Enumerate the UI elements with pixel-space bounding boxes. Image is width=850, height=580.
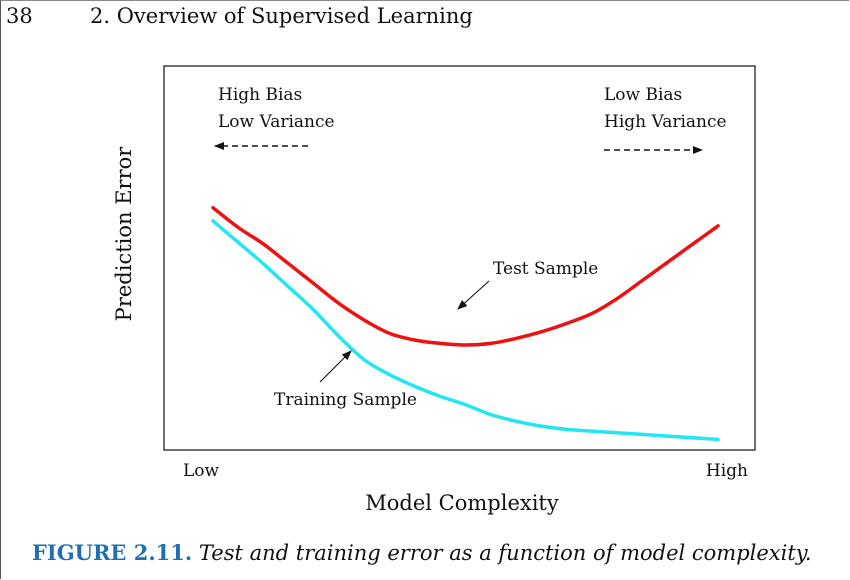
training-sample-label: Training Sample: [274, 390, 417, 410]
chapter-title: 2. Overview of Supervised Learning: [90, 4, 473, 28]
page-header: 38 2. Overview of Supervised Learning: [0, 4, 850, 32]
training-sample-line: [211, 219, 720, 442]
test-sample-label: Test Sample: [493, 259, 598, 279]
test-sample-pointer: [457, 280, 490, 310]
plot-frame: [163, 65, 756, 451]
annotation-high-variance: High Variance: [604, 112, 727, 132]
x-tick-label-low: Low: [183, 461, 220, 481]
figure-caption-label: FIGURE 2.11.: [32, 540, 193, 565]
figure-caption-text: Test and training error as a function of…: [198, 541, 812, 565]
x-tick-label-high: High: [706, 461, 748, 481]
figure-caption: FIGURE 2.11. Test and training error as …: [32, 540, 812, 565]
training-sample-pointer: [319, 350, 352, 383]
y-axis-label: Prediction Error: [112, 146, 136, 322]
x-axis-label: Model Complexity: [365, 491, 559, 515]
annotation-low-variance: Low Variance: [218, 112, 335, 132]
test-sample-line: [211, 205, 720, 347]
series-layer: [211, 205, 720, 442]
annotation-high-bias: High Bias: [218, 85, 302, 105]
annotation-low-bias: Low Bias: [604, 85, 682, 105]
page-number: 38: [6, 4, 33, 28]
